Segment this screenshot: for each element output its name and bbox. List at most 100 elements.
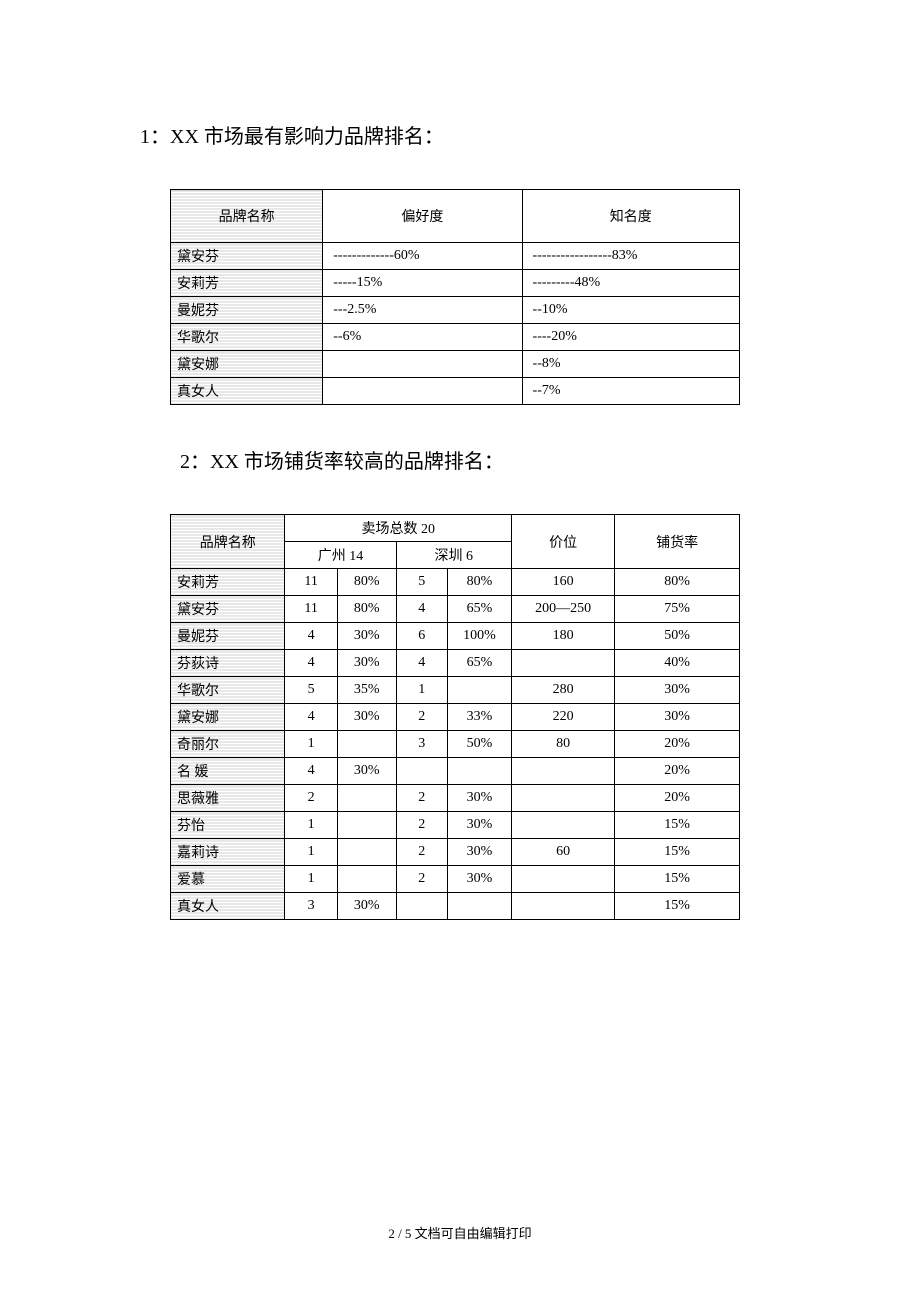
gz-count-cell: 5 [285,677,337,704]
brand-cell: 华歌尔 [171,324,323,351]
t2-col-stores: 卖场总数 20 [285,515,512,542]
brand-cell: 嘉莉诗 [171,839,285,866]
awareness-cell: -----------------83% [522,243,739,270]
table-row: 爱慕1230%15% [171,866,740,893]
sz-pct-cell [447,893,511,920]
gz-count-cell: 11 [285,596,337,623]
brand-cell: 奇丽尔 [171,731,285,758]
table-row: 安莉芳1180%580%16080% [171,569,740,596]
brand-cell: 爱慕 [171,866,285,893]
t2-col-brand: 品牌名称 [171,515,285,569]
preference-cell: ---2.5% [323,297,522,324]
brand-cell: 黛安芬 [171,596,285,623]
table-row: 华歌尔535%128030% [171,677,740,704]
gz-pct-cell [337,839,396,866]
brand-cell: 芬怡 [171,812,285,839]
table-row: 曼妮芬---2.5%--10% [171,297,740,324]
brand-cell: 芬荻诗 [171,650,285,677]
t1-col-preference: 偏好度 [323,190,522,243]
t1-col-awareness: 知名度 [522,190,739,243]
gz-pct-cell: 30% [337,893,396,920]
gz-pct-cell: 30% [337,758,396,785]
sz-pct-cell: 33% [447,704,511,731]
section-1-heading: 1：XX 市场最有影响力品牌排名： [140,120,780,149]
sz-pct-cell: 30% [447,785,511,812]
t2-col-stock: 铺货率 [615,515,740,569]
sz-count-cell: 2 [396,704,447,731]
table-row: 曼妮芬430%6100%18050% [171,623,740,650]
brand-cell: 安莉芳 [171,270,323,297]
preference-cell: -----15% [323,270,522,297]
sz-count-cell: 1 [396,677,447,704]
awareness-cell: ----20% [522,324,739,351]
brand-cell: 曼妮芬 [171,623,285,650]
gz-pct-cell: 80% [337,596,396,623]
sz-count-cell [396,758,447,785]
sz-pct-cell: 30% [447,812,511,839]
gz-count-cell: 1 [285,731,337,758]
table-row: 芬怡1 230% 15% [171,812,740,839]
awareness-cell: --8% [522,351,739,378]
sz-count-cell [396,893,447,920]
sz-pct-cell: 30% [447,839,511,866]
stock-cell: 20% [615,731,740,758]
t2-sub-gz: 广州 14 [285,542,396,569]
stock-cell: 50% [615,623,740,650]
preference-cell [323,351,522,378]
gz-pct-cell [337,812,396,839]
sz-count-cell: 5 [396,569,447,596]
sz-count-cell: 2 [396,785,447,812]
stock-cell: 30% [615,704,740,731]
gz-count-cell: 3 [285,893,337,920]
sz-pct-cell [447,677,511,704]
brand-influence-table: 品牌名称 偏好度 知名度 黛安芬-------------60%--------… [170,189,740,405]
awareness-cell: ---------48% [522,270,739,297]
sz-pct-cell: 50% [447,731,511,758]
price-cell [512,812,615,839]
stock-cell: 20% [615,785,740,812]
brand-distribution-table: 品牌名称 卖场总数 20 价位 铺货率 广州 14 深圳 6 安莉芳1180%5… [170,514,740,920]
gz-count-cell: 4 [285,623,337,650]
table-row: 黛安娜--8% [171,351,740,378]
awareness-cell: --7% [522,378,739,405]
table-row: 真女人330%15% [171,893,740,920]
price-cell: 200—250 [512,596,615,623]
gz-count-cell: 1 [285,839,337,866]
gz-count-cell: 1 [285,812,337,839]
sz-count-cell: 4 [396,596,447,623]
gz-pct-cell: 30% [337,623,396,650]
price-cell [512,785,615,812]
stock-cell: 15% [615,812,740,839]
table-row: 华歌尔--6%----20% [171,324,740,351]
page-footer: 2 / 5 文档可自由编辑打印 [0,1223,920,1242]
brand-cell: 黛安芬 [171,243,323,270]
stock-cell: 30% [615,677,740,704]
table-row: 嘉莉诗1230%6015% [171,839,740,866]
price-cell [512,893,615,920]
price-cell: 280 [512,677,615,704]
sz-count-cell: 2 [396,812,447,839]
stock-cell: 40% [615,650,740,677]
sz-count-cell: 4 [396,650,447,677]
sz-count-cell: 2 [396,839,447,866]
table-row: 奇丽尔1350%8020% [171,731,740,758]
table-row: 名 媛430%20% [171,758,740,785]
stock-cell: 75% [615,596,740,623]
sz-pct-cell: 80% [447,569,511,596]
gz-count-cell: 11 [285,569,337,596]
brand-cell: 思薇雅 [171,785,285,812]
section-2-heading: 2：XX 市场铺货率较高的品牌排名： [180,445,780,474]
sz-pct-cell: 65% [447,596,511,623]
brand-cell: 真女人 [171,893,285,920]
price-cell [512,866,615,893]
gz-count-cell: 4 [285,650,337,677]
sz-count-cell: 6 [396,623,447,650]
gz-pct-cell: 30% [337,650,396,677]
preference-cell: --6% [323,324,522,351]
table-row: 芬荻诗430%465%40% [171,650,740,677]
price-cell: 60 [512,839,615,866]
stock-cell: 20% [615,758,740,785]
price-cell: 80 [512,731,615,758]
table-row: 安莉芳-----15%---------48% [171,270,740,297]
document-page: 1：XX 市场最有影响力品牌排名： 品牌名称 偏好度 知名度 黛安芬------… [0,0,920,920]
